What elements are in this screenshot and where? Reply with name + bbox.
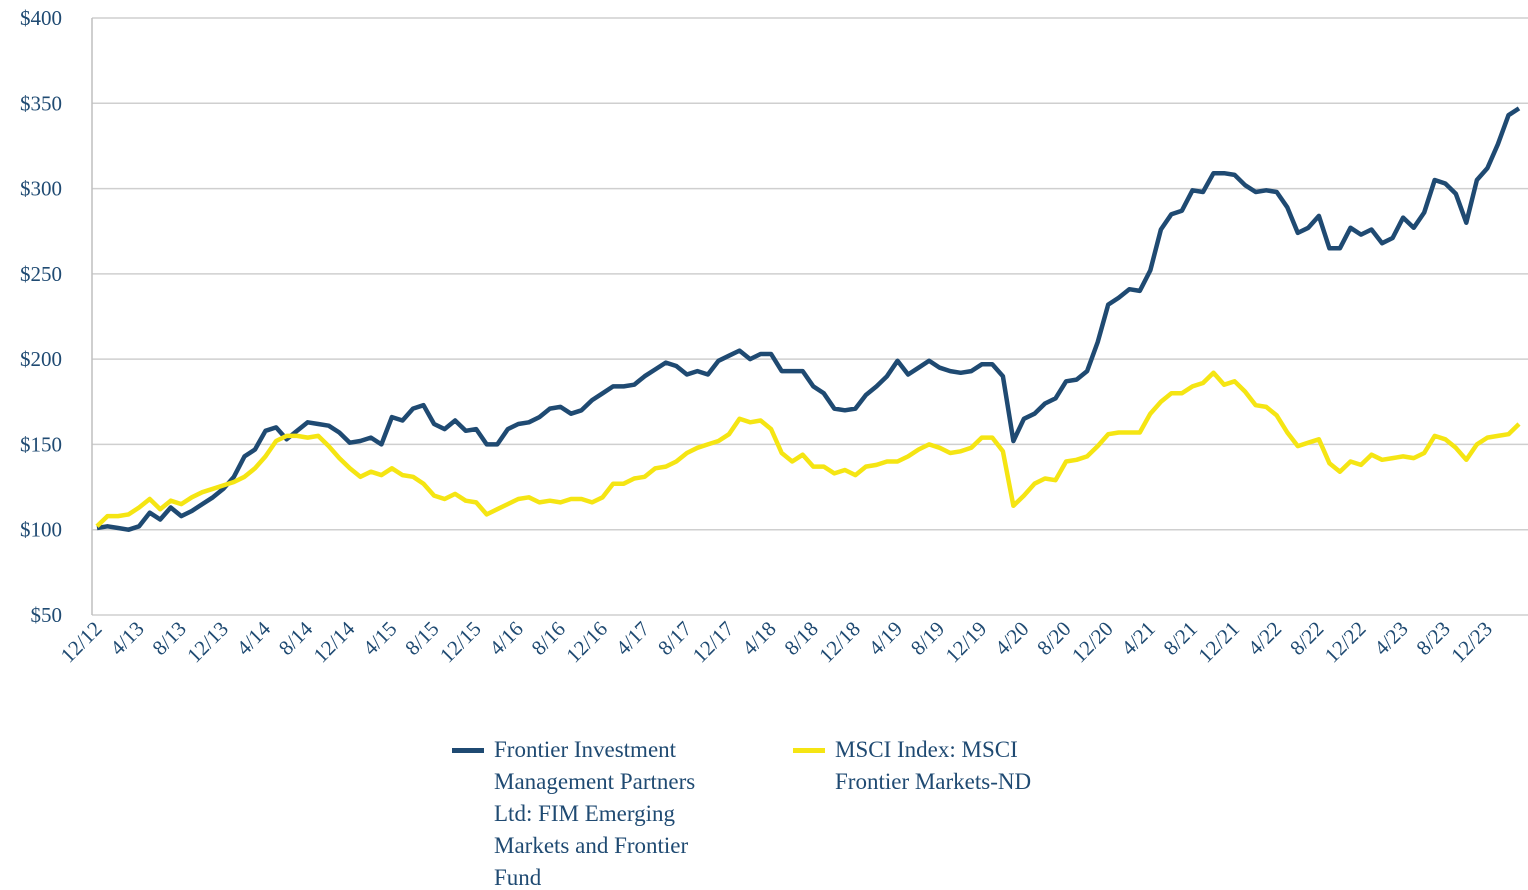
x-tick-label: 12/16 [561,617,612,668]
x-tick-label: 12/18 [814,617,865,668]
x-tick-label: 4/17 [611,617,654,660]
legend-label: MSCI Index: MSCI Frontier Markets-ND [835,737,1032,794]
legend-swatch [452,748,484,753]
x-tick-label: 4/19 [864,617,907,660]
chart: $50 $100 $150 $200 $250 $300 $350 $400 12/124/13… [20,6,1528,668]
x-tick-label: 12/20 [1067,617,1118,668]
y-tick-label: $100 [20,518,62,542]
x-tick-label: 12/17 [688,617,739,668]
legend-item: MSCI Index: MSCI Frontier Markets-ND [793,734,1065,798]
x-tick-label: 4/14 [232,616,276,660]
x-tick-label: 4/15 [358,617,401,660]
x-tick-label: 12/12 [56,617,107,668]
x-tick-label: 12/21 [1193,617,1244,668]
x-tick-label: 4/13 [105,617,148,660]
x-tick-label: 4/20 [990,617,1033,660]
y-tick-label: $400 [20,6,62,30]
legend-label: Frontier Investment Management Partners … [494,737,696,890]
legend-swatch [793,748,825,753]
x-tick-label: 12/13 [182,617,233,668]
x-tick-label: 12/14 [309,616,360,667]
y-tick-label: $50 [31,603,63,627]
y-tick-label: $300 [20,177,62,201]
x-tick-label: 4/16 [484,617,527,660]
x-tick-label: 12/22 [1320,617,1371,668]
y-tick-label: $350 [20,91,62,115]
y-tick-label: $150 [20,432,62,456]
series-line [96,106,1521,532]
series-line [95,370,1521,528]
x-tick-label: 4/18 [737,617,780,660]
legend-item: Frontier Investment Management Partners … [452,734,734,890]
x-tick-label: 4/23 [1369,617,1412,660]
x-tick-label: 4/22 [1243,617,1286,660]
x-tick-label: 12/19 [941,617,992,668]
x-tick-label: 12/23 [1446,617,1497,668]
x-tick-label: 4/21 [1116,617,1159,660]
x-tick-label: 12/15 [435,617,486,668]
y-tick-label: $200 [20,347,62,371]
y-tick-label: $250 [20,262,62,286]
